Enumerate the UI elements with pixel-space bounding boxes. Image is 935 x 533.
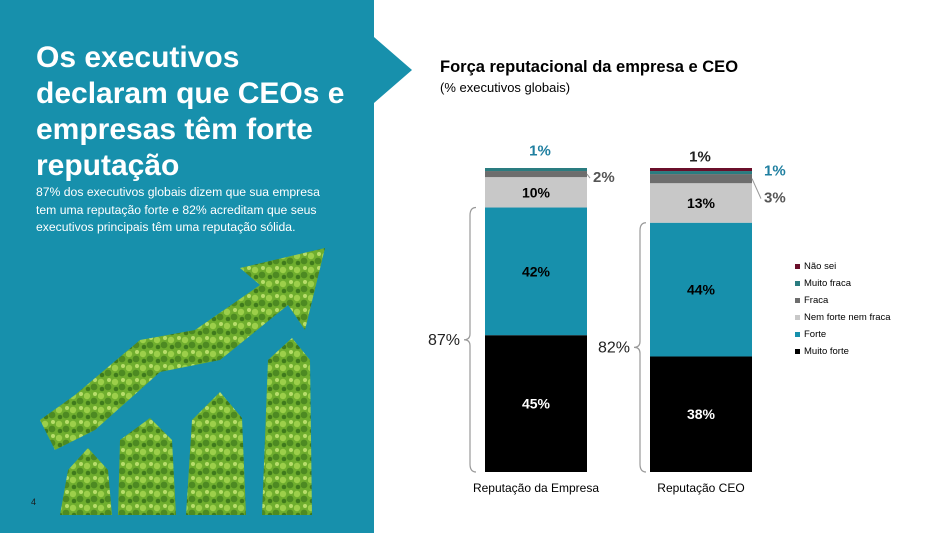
data-label-2-5: 1% [764, 163, 786, 180]
category-label-1: Reputação da Empresa [473, 481, 599, 495]
panel-arrow-pointer [374, 37, 412, 103]
bracket-1 [463, 206, 477, 473]
legend-label: Forte [804, 329, 827, 340]
data-label-1-5: 1% [529, 143, 551, 160]
data-label-2-4: 3% [764, 190, 786, 207]
legend-swatch [795, 332, 800, 337]
data-label-2-6: 1% [689, 149, 711, 166]
legend-swatch [795, 349, 800, 354]
bar-segment-2-1 [650, 356, 752, 472]
headline: Os executivos declaram que CEOs e empres… [36, 41, 345, 182]
bar-segment-1-5 [485, 168, 587, 172]
legend-item: Não sei [795, 258, 930, 275]
legend-swatch [795, 298, 800, 303]
bar-segment-2-6 [650, 168, 752, 172]
legend-label: Não sei [804, 261, 837, 272]
data-label-1-4: 2% [593, 169, 615, 186]
data-label-1-2: 42% [522, 263, 551, 279]
page-number: 4 [31, 497, 37, 507]
legend-label: Muito fraca [804, 278, 851, 289]
leaf-bar-3 [186, 392, 246, 515]
bar-segment-2-3 [650, 183, 752, 223]
bar-segment-1-1 [485, 335, 587, 472]
leaf-bar-2 [118, 418, 176, 515]
legend-item: Forte [795, 326, 930, 343]
bar-segment-2-5 [650, 171, 752, 175]
leaf-bar-4 [262, 338, 312, 515]
bar-segment-2-4 [650, 174, 752, 184]
data-label-2-1: 38% [687, 406, 716, 422]
bar-segment-1-4 [485, 171, 587, 178]
data-label-2-2: 44% [687, 282, 716, 298]
chart-title: Força reputacional da empresa e CEO [440, 58, 739, 76]
legend-item: Muito fraca [795, 275, 930, 292]
leaf-arrow-illustration [40, 248, 325, 515]
leader-line-2-4 [751, 178, 762, 199]
legend-item: Muito forte [795, 343, 930, 360]
chart-legend: Não sei Muito fraca Fraca Nem forte nem fra… [795, 258, 930, 360]
data-label-1-3: 10% [522, 184, 551, 200]
bracket-label-2: 82% [598, 339, 630, 356]
legend-swatch [795, 315, 800, 320]
data-label-1-1: 45% [522, 396, 551, 412]
category-label-2: Reputação CEO [657, 481, 744, 495]
bar-segment-1-2 [485, 207, 587, 336]
subtext: 87% dos executivos globais dizem que sua… [36, 185, 320, 234]
left-panel: Os executivos declaram que CEOs e empres… [0, 0, 374, 533]
legend-label: Nem forte nem fraca [804, 312, 891, 323]
leaf-bar-1 [60, 448, 112, 515]
legend-swatch [795, 281, 800, 286]
legend-swatch [795, 264, 800, 269]
legend-item: Nem forte nem fraca [795, 309, 930, 326]
data-label-2-3: 13% [687, 195, 716, 211]
legend-item: Fraca [795, 292, 930, 309]
bar-segment-1-3 [485, 177, 587, 208]
chart-subtitle: (% executivos globais) [440, 80, 571, 95]
legend-label: Muito forte [804, 346, 849, 357]
legend-label: Fraca [804, 295, 829, 306]
bar-segment-2-2 [650, 222, 752, 357]
bracket-2 [633, 222, 647, 473]
leaf-arrow-shape [40, 248, 325, 450]
bracket-label-1: 87% [428, 332, 460, 349]
leader-line-1-4 [586, 173, 591, 179]
